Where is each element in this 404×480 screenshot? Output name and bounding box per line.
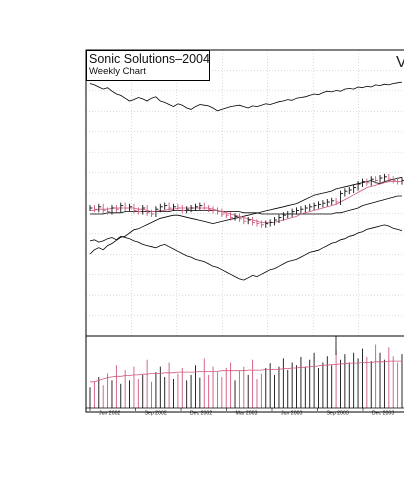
x-tick-label: Jun 2002 — [99, 411, 120, 417]
upper-line — [89, 81, 403, 112]
short-moving-average-line — [90, 181, 402, 223]
x-tick-label: Dec 2003 — [372, 411, 394, 417]
indicator-lines — [89, 81, 403, 281]
corner-text: V — [396, 54, 404, 71]
x-axis-ticks: Jun 2002 Sep 2002 Dec 2002 Mar 2003 Jun 2003… — [89, 408, 394, 417]
x-tick-label: Sep 2002 — [145, 411, 167, 417]
x-tick-label: Sep 2003 — [327, 411, 349, 417]
long-moving-average-line — [90, 195, 402, 215]
chart-subtitle: Weekly Chart — [89, 66, 146, 77]
chart-title-box: Sonic Solutions–2004 Weekly Chart — [86, 50, 210, 81]
chart-title: Sonic Solutions–2004 — [89, 52, 210, 66]
volume-bars — [89, 344, 403, 408]
volume-moving-average-line — [90, 360, 402, 383]
price-bars — [89, 173, 404, 228]
grid-lines — [86, 50, 404, 336]
x-tick-label: Jun 2003 — [281, 411, 302, 417]
relative-strength-line — [89, 176, 403, 255]
chart-frame — [85, 49, 404, 413]
x-tick-label: Dec 2002 — [190, 411, 212, 417]
lower-line — [89, 224, 403, 281]
x-tick-label: Mar 2003 — [236, 411, 258, 417]
chart-border — [85, 49, 404, 413]
